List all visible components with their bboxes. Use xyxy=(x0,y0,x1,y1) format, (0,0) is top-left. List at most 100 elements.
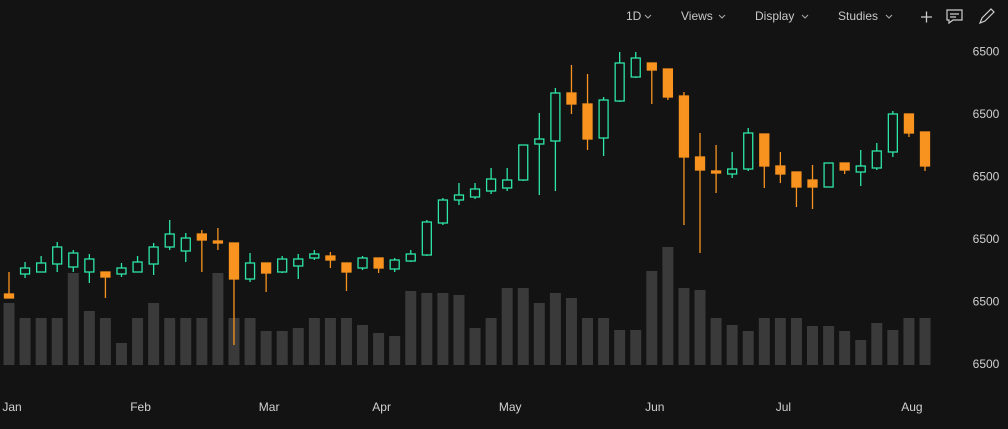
candle-body xyxy=(534,138,545,145)
candle-body xyxy=(630,57,641,78)
volume-bar xyxy=(389,336,401,365)
candle-body xyxy=(405,253,416,262)
y-tick-label: 6500 xyxy=(973,295,1000,309)
volume-bar xyxy=(807,326,819,365)
candle-body xyxy=(469,188,481,198)
candle-body xyxy=(855,165,866,173)
volume-bar xyxy=(324,318,336,365)
candle-body xyxy=(164,233,175,248)
chevron xyxy=(718,14,726,19)
candle-body xyxy=(260,262,272,274)
volume-bar xyxy=(630,330,642,365)
candle-body xyxy=(116,267,127,275)
candle-body xyxy=(228,242,240,280)
candle-body xyxy=(437,199,449,224)
candle-body xyxy=(84,258,95,273)
candle-body xyxy=(727,168,738,175)
volume-bar xyxy=(758,318,770,365)
y-tick-label: 6500 xyxy=(973,170,1000,184)
volume-bar xyxy=(212,273,224,365)
candle-body xyxy=(743,132,754,170)
volume-bar xyxy=(405,291,417,365)
candle-body xyxy=(35,262,47,273)
volume-bar xyxy=(260,331,272,365)
candle-body xyxy=(678,95,690,158)
y-tick-label: 6500 xyxy=(973,232,1000,246)
volume-bar xyxy=(19,318,31,365)
candle-body xyxy=(277,258,288,273)
candle-body xyxy=(759,133,770,167)
volume-bar xyxy=(887,330,899,365)
candle-body xyxy=(3,293,15,299)
volume-bar xyxy=(774,318,786,365)
chevron xyxy=(885,14,893,19)
chevron xyxy=(801,14,809,19)
draw-button[interactable] xyxy=(978,8,995,25)
candle-body xyxy=(887,113,899,153)
volume-bar xyxy=(855,340,867,365)
volume-bar xyxy=(614,330,626,365)
x-tick-label: Jun xyxy=(645,400,664,414)
candle-body xyxy=(502,179,513,189)
toolbar: 1D Views Display Studies xyxy=(626,8,995,25)
x-tick-label: Mar xyxy=(259,400,280,414)
views-menu[interactable]: Views xyxy=(681,9,713,23)
candle-body xyxy=(823,162,834,188)
candle-body xyxy=(293,258,304,267)
volume-bar xyxy=(437,293,449,365)
display-menu[interactable]: Display xyxy=(755,9,794,23)
candle-body xyxy=(662,68,674,98)
comment-button[interactable] xyxy=(946,9,963,25)
volume-bar xyxy=(340,318,352,365)
candle-body xyxy=(566,92,577,105)
volume-bar xyxy=(244,318,256,365)
volume-bar xyxy=(115,343,127,365)
volume-bar xyxy=(549,293,561,365)
volume-bar xyxy=(501,288,513,365)
volume-bar xyxy=(308,318,320,365)
interval-button[interactable]: 1D xyxy=(626,9,642,23)
volume-bar xyxy=(276,331,288,365)
volume-bar xyxy=(164,318,176,365)
volume-bar xyxy=(533,303,545,365)
volume-bar xyxy=(517,288,529,365)
candle-body xyxy=(309,253,320,259)
candle-body xyxy=(357,257,368,269)
volume-bar xyxy=(148,303,160,365)
volume-bar xyxy=(839,331,851,365)
y-tick-label: 6500 xyxy=(973,45,1000,59)
candle-body xyxy=(196,233,207,241)
volume-bar xyxy=(292,328,304,365)
candle-body xyxy=(903,113,915,134)
candle-body xyxy=(244,262,256,280)
volume-bar xyxy=(453,295,465,365)
volume-bar xyxy=(678,288,690,365)
x-tick-label: Aug xyxy=(901,400,922,414)
volume-bar xyxy=(357,325,369,365)
candle-body xyxy=(518,144,529,181)
volume-bar xyxy=(742,331,754,365)
volume-bar xyxy=(582,318,594,365)
candle-body xyxy=(19,267,31,275)
volume-bar xyxy=(646,271,658,365)
volume-bar xyxy=(903,318,915,365)
candle-body xyxy=(598,99,609,139)
studies-menu[interactable]: Studies xyxy=(838,9,878,23)
add-button[interactable] xyxy=(921,11,932,23)
y-tick-label: 6500 xyxy=(973,357,1000,371)
volume-bar xyxy=(83,311,95,365)
volume-bar xyxy=(67,273,79,365)
x-tick-label: Jan xyxy=(2,400,21,414)
candle-body xyxy=(919,131,931,167)
volume-bar xyxy=(51,318,63,365)
candle-body xyxy=(52,246,63,265)
volume-bar xyxy=(132,318,144,365)
volume-bar xyxy=(99,318,111,365)
candle-body xyxy=(68,252,79,268)
candle-body xyxy=(485,178,497,192)
volume-bar xyxy=(662,247,674,365)
candle-body xyxy=(807,179,818,188)
volume-bar xyxy=(35,318,47,365)
candle-body xyxy=(582,103,593,140)
